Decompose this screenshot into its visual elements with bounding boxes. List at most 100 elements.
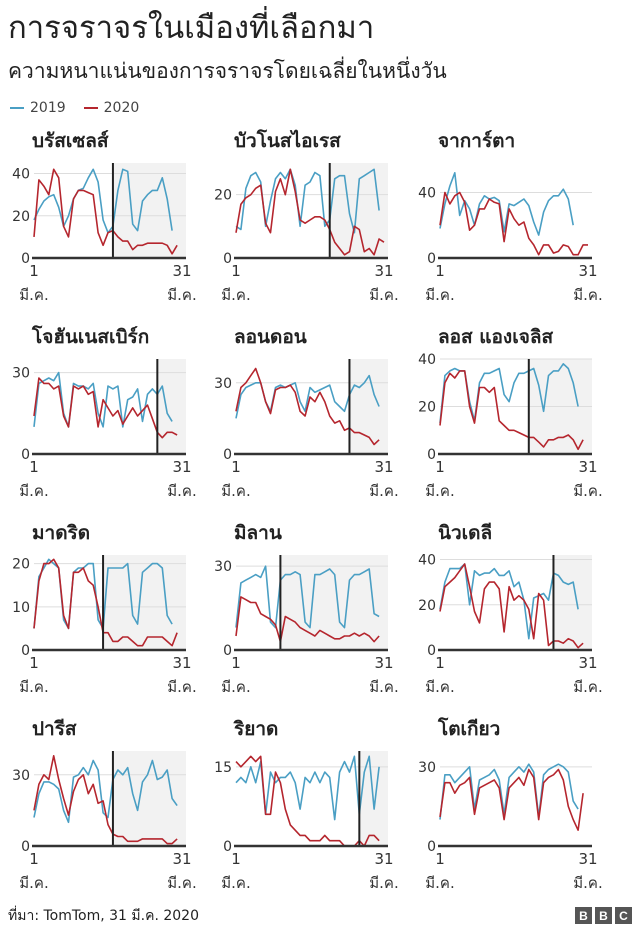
line-chart: 0 20 1 31 มี.ค. มี.ค. [214,163,399,304]
x-tick-month-end: มี.ค. [369,482,398,500]
panel-title: จาการ์ตา [438,130,516,152]
series-line-2020 [439,563,584,649]
line-chart: 0 20 40 1 31 มี.ค. มี.ค. [12,163,197,304]
y-tick-label: 30 [214,376,232,392]
lockdown-shade [280,555,388,650]
y-tick-label: 0 [223,839,232,855]
x-tick-start: 1 [29,458,39,476]
bbc-logo-b1: B [575,907,592,924]
y-tick-label: 20 [12,209,30,225]
panel-title: มิลาน [234,522,282,544]
y-tick-label: 30 [12,768,30,784]
panel-title: ลอส แองเจลิส [438,326,554,348]
x-tick-start: 1 [29,262,39,280]
x-tick-month-start: มี.ค. [19,482,48,500]
x-tick-end: 31 [374,654,393,672]
panel-title: ริยาด [234,718,279,740]
lockdown-shade [112,163,186,258]
x-tick-end: 31 [578,458,597,476]
legend-swatch-2019 [10,107,24,109]
x-tick-end: 31 [578,654,597,672]
series-line-2020 [33,377,178,439]
y-tick-label: 30 [418,760,436,776]
x-tick-start: 1 [435,850,445,868]
y-tick-label: 0 [21,643,30,659]
y-tick-label: 0 [21,839,30,855]
panel-title: ปารีส [32,718,77,740]
series-line-2020 [235,596,380,643]
y-tick-label: 20 [418,400,436,416]
page-title: การจราจรในเมืองที่เลือกมา [8,10,375,46]
x-tick-month-end: มี.ค. [167,482,196,500]
x-tick-start: 1 [29,850,39,868]
x-tick-month-start: มี.ค. [19,678,48,696]
line-chart: 0 30 1 31 มี.ค. มี.ค. [214,359,399,500]
x-tick-month-start: มี.ค. [221,678,250,696]
x-tick-start: 1 [435,262,445,280]
x-tick-start: 1 [29,654,39,672]
series-line-2020 [33,558,178,647]
panel-title: ลอนดอน [234,326,307,348]
x-tick-end: 31 [374,850,393,868]
series-line-2020 [439,191,588,256]
y-tick-label: 20 [214,188,232,204]
legend: 2019 2020 [10,98,157,118]
y-tick-label: 40 [12,167,30,183]
x-tick-month-start: มี.ค. [425,482,454,500]
x-tick-month-end: มี.ค. [167,678,196,696]
x-tick-end: 31 [172,850,191,868]
city-panel: บรัสเซลส์ 0 20 40 1 31 มี.ค. มี.ค. [8,126,208,304]
series-line-2019 [235,565,380,629]
x-tick-month-end: มี.ค. [369,678,398,696]
x-tick-month-start: มี.ค. [19,874,48,892]
y-tick-label: 0 [427,839,436,855]
legend-label-2020: 2020 [103,100,140,116]
page-subtitle: ความหนาแน่นของการจราจรโดยเฉลี่ยในหนึ่งวั… [8,59,447,83]
series-line-2020 [33,168,178,255]
lockdown-shade [553,555,592,650]
line-chart: 0 10 20 1 31 มี.ค. มี.ค. [12,555,197,696]
city-panel: ลอส แองเจลิส 0 20 40 1 31 มี.ค. มี.ค. [414,322,614,500]
city-panel: บัวโนสไอเรส 0 20 1 31 มี.ค. มี.ค. [210,126,410,304]
city-panel: จาการ์ตา 0 40 1 31 มี.ค. มี.ค. [414,126,614,304]
y-tick-label: 20 [12,557,30,573]
lockdown-shade [157,359,186,454]
y-tick-label: 20 [418,598,436,614]
x-tick-month-end: มี.ค. [167,286,196,304]
series-line-2020 [235,367,380,446]
x-tick-end: 31 [172,458,191,476]
bbc-logo-c: C [615,907,632,924]
x-tick-month-end: มี.ค. [369,286,398,304]
x-tick-month-end: มี.ค. [573,482,602,500]
x-tick-start: 1 [231,850,241,868]
series-line-2020 [439,370,584,451]
city-panel: โจฮันเนสเบิร์ก 0 30 1 31 มี.ค. มี.ค. [8,322,208,500]
y-tick-label: 0 [21,251,30,267]
line-chart: 0 30 1 31 มี.ค. มี.ค. [12,751,197,892]
y-tick-label: 0 [427,251,436,267]
panel-title: โตเกียว [438,718,501,740]
x-tick-month-start: มี.ค. [221,286,250,304]
lockdown-shade [103,555,186,650]
series-line-2019 [33,168,173,234]
line-chart: 0 30 1 31 มี.ค. มี.ค. [12,359,197,500]
city-panel: โตเกียว 0 30 1 31 มี.ค. มี.ค. [414,714,614,892]
series-line-2020 [439,768,584,831]
bbc-logo: B B C [572,907,632,924]
x-tick-month-start: มี.ค. [425,286,454,304]
x-tick-end: 31 [172,262,191,280]
x-tick-end: 31 [374,458,393,476]
y-tick-label: 0 [223,643,232,659]
city-panel: ปารีส 0 30 1 31 มี.ค. มี.ค. [8,714,208,892]
x-tick-start: 1 [435,654,445,672]
line-chart: 0 15 1 31 มี.ค. มี.ค. [214,751,399,892]
y-tick-label: 0 [223,251,232,267]
source-note: ที่มา: TomTom, 31 มี.ค. 2020 [8,908,199,924]
series-line-2019 [439,763,579,820]
panel-title: มาดริด [32,522,91,544]
y-tick-label: 40 [418,185,436,201]
bbc-logo-b2: B [595,907,612,924]
x-tick-month-start: มี.ค. [221,482,250,500]
line-chart: 0 30 1 31 มี.ค. มี.ค. [418,760,603,892]
city-panel: ริยาด 0 15 1 31 มี.ค. มี.ค. [210,714,410,892]
